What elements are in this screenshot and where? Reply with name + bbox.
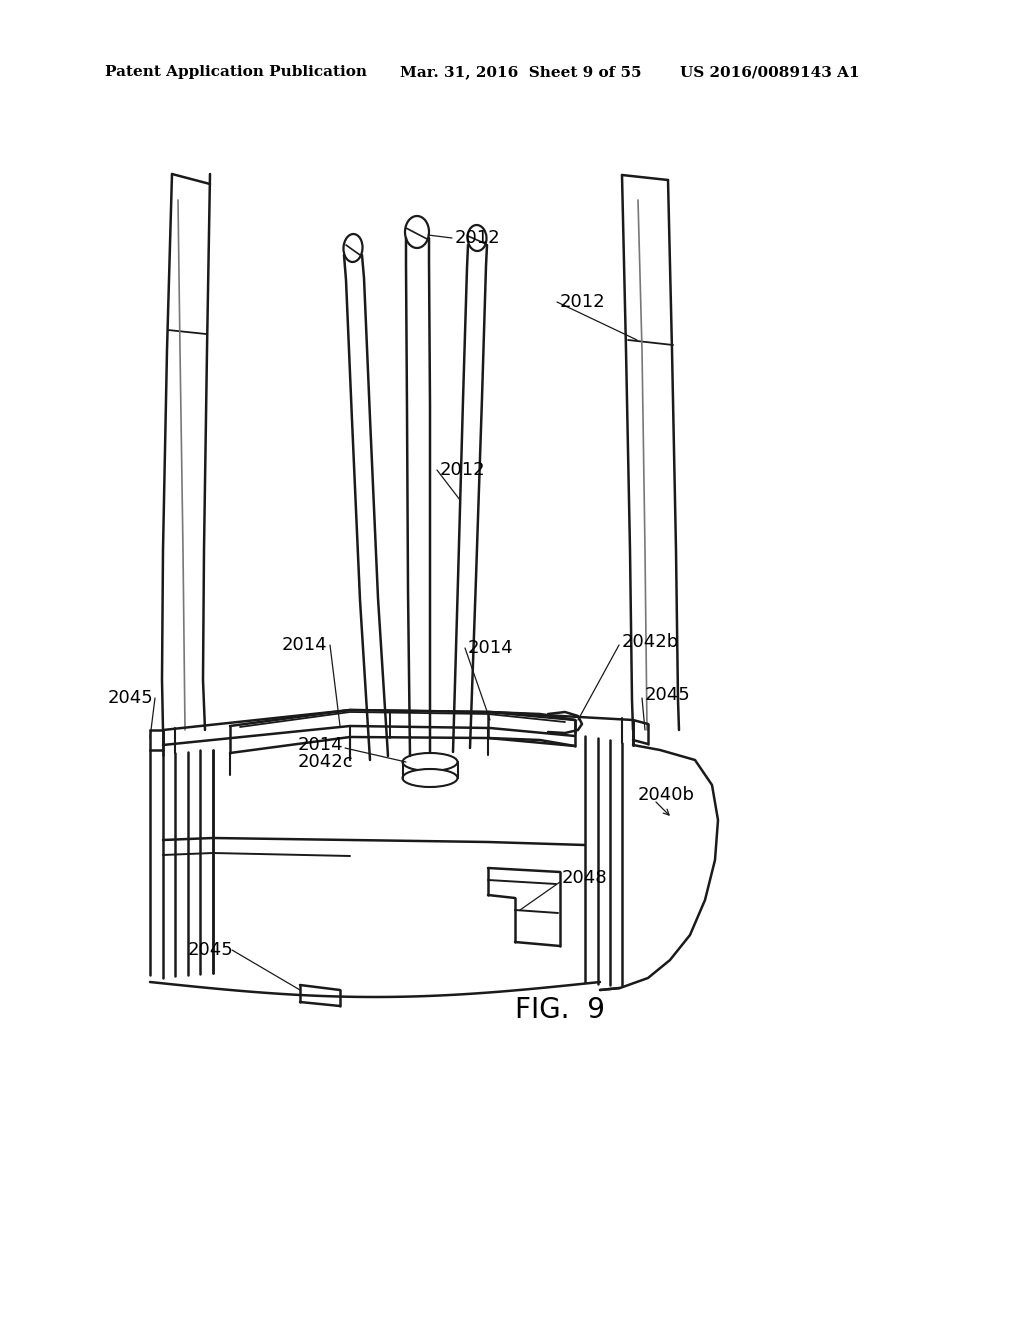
Text: 2045: 2045 [645,686,691,704]
Text: Patent Application Publication: Patent Application Publication [105,65,367,79]
Text: 2012: 2012 [560,293,605,312]
Ellipse shape [468,224,486,251]
Text: 2042c: 2042c [298,752,353,771]
Text: Mar. 31, 2016  Sheet 9 of 55: Mar. 31, 2016 Sheet 9 of 55 [400,65,641,79]
Text: 2014: 2014 [282,636,328,653]
Text: 2014: 2014 [468,639,514,657]
Text: 2045: 2045 [108,689,154,708]
Ellipse shape [402,770,458,787]
Ellipse shape [402,752,458,771]
Text: US 2016/0089143 A1: US 2016/0089143 A1 [680,65,859,79]
Text: 2048: 2048 [562,869,607,887]
Ellipse shape [406,216,429,248]
Ellipse shape [343,234,362,261]
Text: 2045: 2045 [188,941,233,960]
Text: 2040b: 2040b [638,785,695,804]
Text: 2042b: 2042b [622,634,679,651]
Text: 2012: 2012 [440,461,485,479]
Text: 2012: 2012 [455,228,501,247]
Text: 2014: 2014 [298,737,344,754]
Text: FIG.  9: FIG. 9 [515,997,605,1024]
